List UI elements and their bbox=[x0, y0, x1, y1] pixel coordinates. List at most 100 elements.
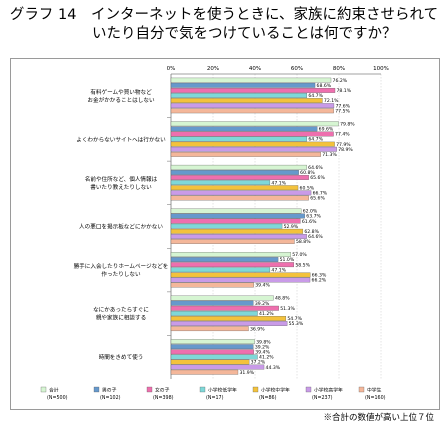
legend-n: (N=86) bbox=[259, 395, 277, 401]
data-label: 66.2% bbox=[312, 278, 327, 284]
bar bbox=[170, 267, 271, 273]
bar bbox=[170, 208, 302, 214]
category-label: 時間をきめて使う bbox=[99, 353, 144, 361]
bar bbox=[170, 136, 308, 142]
data-label: 79.8% bbox=[340, 121, 355, 127]
data-label: 39.4% bbox=[255, 283, 270, 289]
data-label: 31.9% bbox=[239, 370, 254, 376]
chart-title-line-1: グラフ 14 インターネットを使うときに、家族に約束させられて bbox=[9, 7, 439, 23]
data-label: 57.0% bbox=[292, 252, 307, 258]
bar bbox=[170, 252, 291, 257]
data-label: 78.1% bbox=[337, 88, 352, 94]
legend-label: 小学校低学年 bbox=[208, 387, 237, 394]
data-label: 77.6% bbox=[335, 103, 350, 109]
bar bbox=[170, 359, 250, 365]
data-label: 60.8% bbox=[300, 170, 315, 176]
legend-n: (N=102) bbox=[100, 395, 121, 401]
legend-label: 中学生 bbox=[367, 387, 382, 394]
data-label: 64.6% bbox=[308, 234, 323, 240]
bar bbox=[170, 364, 265, 370]
x-tick-label: 40% bbox=[249, 66, 261, 72]
legend-label: 女の子 bbox=[155, 387, 170, 394]
bar bbox=[170, 272, 311, 278]
legend-label: 男の子 bbox=[102, 387, 117, 394]
category-label: 勝手に入会したりホームページなどを bbox=[74, 262, 169, 270]
bar bbox=[170, 218, 301, 224]
footnote: ※合計の数値が高い上位７位 bbox=[323, 413, 434, 423]
data-label: 47.1% bbox=[271, 180, 286, 186]
data-label: 48.8% bbox=[275, 296, 290, 302]
legend-label: 小学校中学年 bbox=[261, 387, 290, 394]
bar bbox=[170, 305, 279, 311]
bar bbox=[170, 354, 258, 360]
bar bbox=[170, 228, 304, 234]
bar bbox=[170, 282, 254, 288]
bar bbox=[170, 103, 335, 109]
bar bbox=[170, 164, 307, 170]
bar bbox=[170, 300, 254, 306]
x-tick-label: 60% bbox=[291, 66, 303, 72]
category-label: なにかあったらすぐに bbox=[93, 307, 149, 314]
legend-n: (N=398) bbox=[153, 395, 174, 401]
bar bbox=[170, 316, 287, 321]
bar bbox=[170, 126, 318, 132]
bar bbox=[170, 98, 323, 103]
data-label: 78.9% bbox=[338, 147, 353, 153]
data-label: 47.1% bbox=[271, 267, 286, 273]
data-label: 77.4% bbox=[335, 132, 350, 138]
legend-n: (N=500) bbox=[47, 395, 68, 401]
legend-swatch bbox=[40, 386, 47, 393]
legend-label: 小学校高学年 bbox=[314, 387, 343, 394]
category-label: お金がかかることはしない bbox=[87, 96, 155, 104]
bar bbox=[170, 151, 321, 157]
bar bbox=[170, 190, 312, 196]
data-label: 66.7% bbox=[313, 190, 328, 196]
data-label: 39.2% bbox=[255, 301, 270, 307]
category-label: よくわからないサイトへは行かない bbox=[76, 135, 166, 143]
bar bbox=[170, 310, 258, 316]
category-label: 作ったりしない bbox=[101, 270, 141, 278]
bar bbox=[170, 321, 288, 326]
data-label: 62.8% bbox=[304, 229, 319, 235]
data-label: 58.5% bbox=[295, 262, 310, 268]
bar bbox=[170, 185, 299, 191]
legend-swatch bbox=[93, 386, 100, 393]
bar bbox=[170, 170, 299, 175]
bar-chart: 0% 20% 40% 60% 80% 100% 有料ゲームや買い物などお金がかかることはしな… bbox=[40, 66, 389, 401]
legend-n: (N=237) bbox=[312, 395, 333, 401]
bar bbox=[170, 146, 337, 152]
category-label: 書いたり教えたりしない bbox=[90, 183, 152, 191]
bar bbox=[170, 93, 308, 98]
bar bbox=[170, 257, 279, 262]
data-label: 65.6% bbox=[310, 175, 325, 181]
chart-frame: 0% 20% 40% 60% 80% 100% 有料ゲームや買い物など お金がかかることはしな… bbox=[10, 58, 440, 410]
legend-swatch bbox=[199, 386, 206, 393]
data-label: 68.6% bbox=[317, 83, 332, 89]
legend-n: (N=17) bbox=[206, 395, 224, 401]
data-label: 63.7% bbox=[306, 214, 321, 220]
data-label: 55.3% bbox=[289, 321, 304, 327]
category-label: 名前や住所など、個人情報は bbox=[85, 175, 158, 183]
bar bbox=[170, 87, 336, 93]
bar bbox=[170, 213, 305, 219]
legend-swatch bbox=[358, 386, 365, 393]
bar bbox=[170, 180, 271, 186]
data-label: 72.1% bbox=[324, 98, 339, 104]
data-label: 52.9% bbox=[284, 224, 299, 230]
data-label: 69.6% bbox=[319, 127, 334, 133]
category-label: 親や家族に相談する bbox=[96, 314, 146, 322]
bar bbox=[170, 121, 339, 127]
data-label: 77.5% bbox=[335, 108, 350, 114]
bar bbox=[170, 277, 311, 283]
data-label: 77.9% bbox=[336, 142, 351, 148]
bar bbox=[170, 339, 255, 345]
data-label: 54.7% bbox=[287, 316, 302, 322]
bar bbox=[170, 77, 332, 83]
legend-swatch bbox=[252, 386, 259, 393]
legend-label: 合計 bbox=[49, 387, 59, 394]
data-label: 39.8% bbox=[256, 339, 271, 345]
bar bbox=[170, 233, 307, 239]
data-label: 37.2% bbox=[251, 360, 266, 366]
bar bbox=[170, 349, 254, 355]
bar bbox=[170, 131, 334, 137]
